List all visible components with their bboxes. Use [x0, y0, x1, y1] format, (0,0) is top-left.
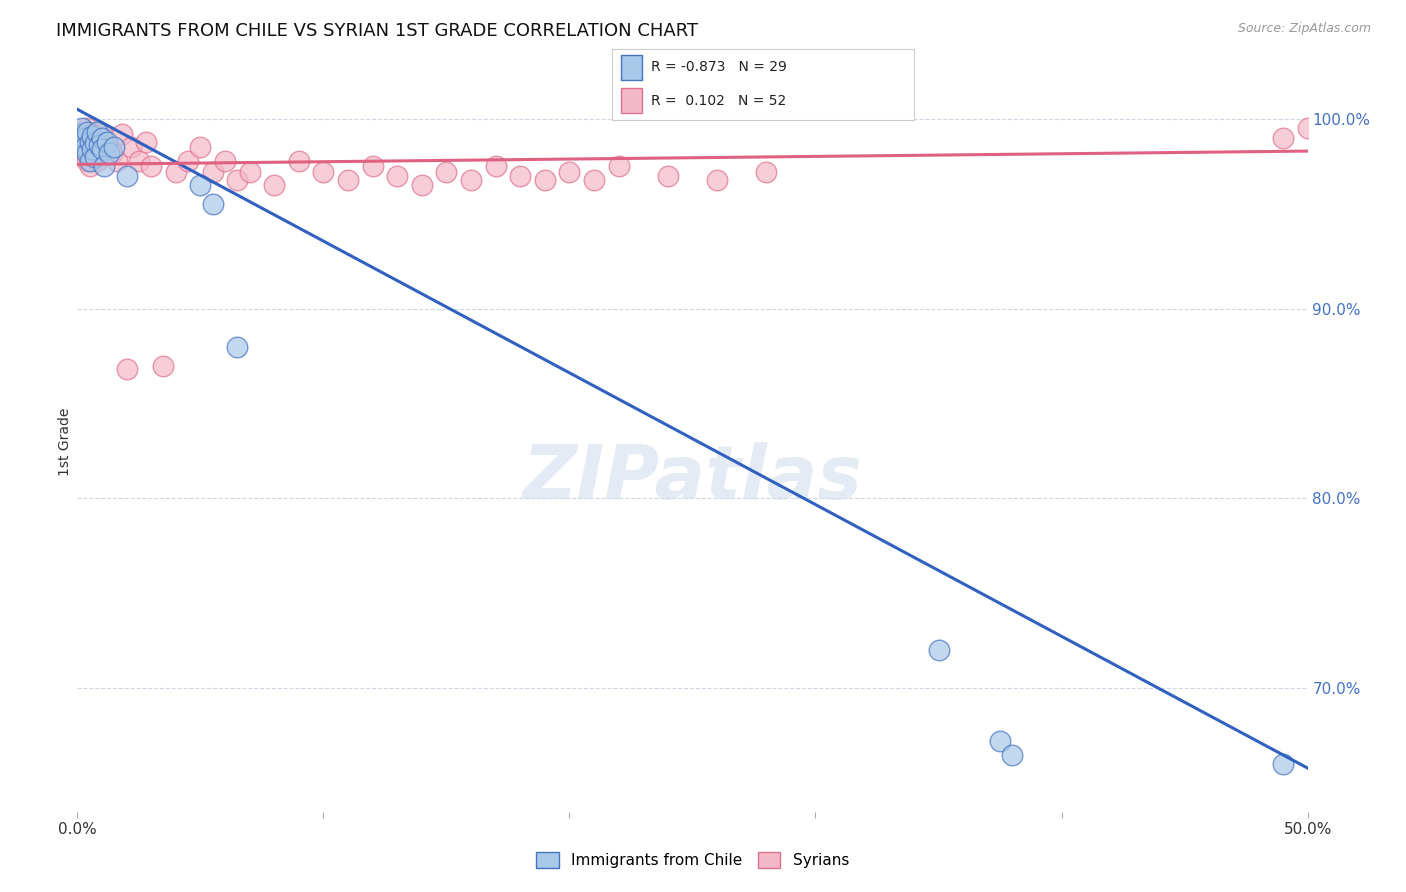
Point	[201, 165, 224, 179]
Point	[82, 150, 104, 164]
Point	[73, 140, 96, 154]
Point	[101, 146, 124, 161]
Point	[988, 734, 1011, 748]
Point	[82, 127, 104, 141]
Y-axis label: 1st Grade: 1st Grade	[58, 408, 72, 475]
Point	[79, 135, 101, 149]
Point	[121, 140, 143, 154]
Point	[226, 340, 249, 354]
Point	[141, 159, 163, 173]
Point	[111, 127, 132, 141]
Point	[83, 150, 105, 164]
Point	[558, 165, 581, 179]
Point	[115, 169, 138, 183]
Text: R = -0.873   N = 29: R = -0.873 N = 29	[651, 61, 787, 74]
Point	[263, 178, 285, 193]
Point	[90, 142, 114, 156]
Point	[70, 121, 93, 136]
Point	[411, 178, 433, 193]
Point	[312, 165, 335, 179]
Text: R =  0.102   N = 52: R = 0.102 N = 52	[651, 94, 786, 108]
Point	[69, 135, 91, 149]
Point	[76, 146, 98, 161]
Point	[89, 138, 111, 153]
Point	[607, 159, 630, 173]
Point	[76, 125, 98, 139]
Point	[82, 128, 104, 143]
Point	[103, 140, 125, 154]
Point	[70, 135, 93, 149]
Point	[73, 130, 96, 145]
Point	[288, 153, 311, 168]
Point	[70, 127, 93, 141]
Point	[226, 172, 249, 186]
Point	[165, 165, 187, 179]
Point	[706, 172, 728, 186]
Point	[152, 359, 174, 373]
Point	[1272, 130, 1295, 145]
Point	[190, 140, 212, 154]
Point	[70, 142, 93, 156]
Point	[83, 136, 105, 151]
Point	[1296, 121, 1319, 136]
Point	[387, 169, 409, 183]
Point	[86, 153, 108, 168]
Text: ZIPatlas: ZIPatlas	[523, 442, 862, 515]
Text: Source: ZipAtlas.com: Source: ZipAtlas.com	[1237, 22, 1371, 36]
Point	[82, 142, 104, 156]
Point	[583, 172, 606, 186]
Point	[96, 135, 118, 149]
Point	[485, 159, 508, 173]
Point	[79, 159, 101, 173]
Point	[436, 165, 458, 179]
Bar	[620, 54, 643, 79]
Point	[69, 127, 91, 141]
Point	[79, 153, 101, 168]
Legend: Immigrants from Chile, Syrians: Immigrants from Chile, Syrians	[530, 847, 855, 874]
Point	[73, 146, 96, 161]
Point	[1272, 757, 1295, 772]
Point	[115, 362, 138, 376]
Point	[73, 130, 96, 145]
Point	[460, 172, 482, 186]
Point	[177, 153, 200, 168]
Point	[93, 159, 115, 173]
Point	[89, 135, 111, 149]
Point	[534, 172, 557, 186]
Point	[76, 153, 98, 168]
Point	[76, 121, 98, 136]
Point	[190, 178, 212, 193]
Point	[1001, 747, 1024, 762]
Point	[90, 130, 114, 145]
Point	[201, 197, 224, 211]
Point	[86, 125, 108, 139]
Point	[509, 169, 531, 183]
Point	[90, 127, 114, 141]
Point	[214, 153, 236, 168]
Point	[105, 153, 128, 168]
Bar	[620, 88, 643, 113]
Point	[79, 135, 101, 149]
Point	[337, 172, 360, 186]
Point	[755, 165, 778, 179]
Point	[135, 135, 157, 149]
Point	[239, 165, 262, 179]
Text: IMMIGRANTS FROM CHILE VS SYRIAN 1ST GRADE CORRELATION CHART: IMMIGRANTS FROM CHILE VS SYRIAN 1ST GRAD…	[56, 22, 699, 40]
Point	[96, 140, 118, 154]
Point	[928, 643, 950, 657]
Point	[98, 146, 121, 161]
Point	[128, 153, 150, 168]
Point	[657, 169, 679, 183]
Point	[83, 140, 105, 154]
Point	[361, 159, 384, 173]
